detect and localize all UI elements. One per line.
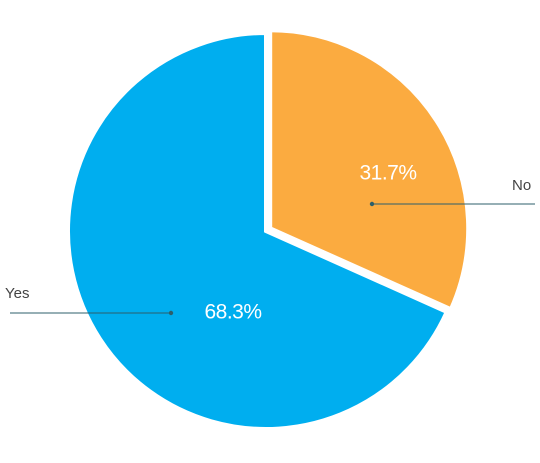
category-label: Yes bbox=[5, 285, 29, 302]
leader-dot bbox=[369, 201, 375, 207]
value-label: 31.7% bbox=[359, 162, 416, 185]
pie-slice bbox=[66, 30, 450, 431]
pie-slice bbox=[268, 28, 471, 312]
leader-dot bbox=[168, 310, 174, 316]
value-label: 68.3% bbox=[204, 301, 261, 324]
category-label: No bbox=[512, 177, 531, 194]
